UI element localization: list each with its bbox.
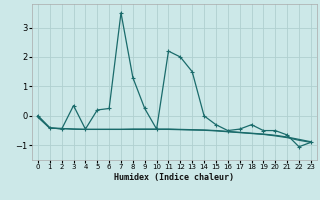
- X-axis label: Humidex (Indice chaleur): Humidex (Indice chaleur): [115, 173, 234, 182]
